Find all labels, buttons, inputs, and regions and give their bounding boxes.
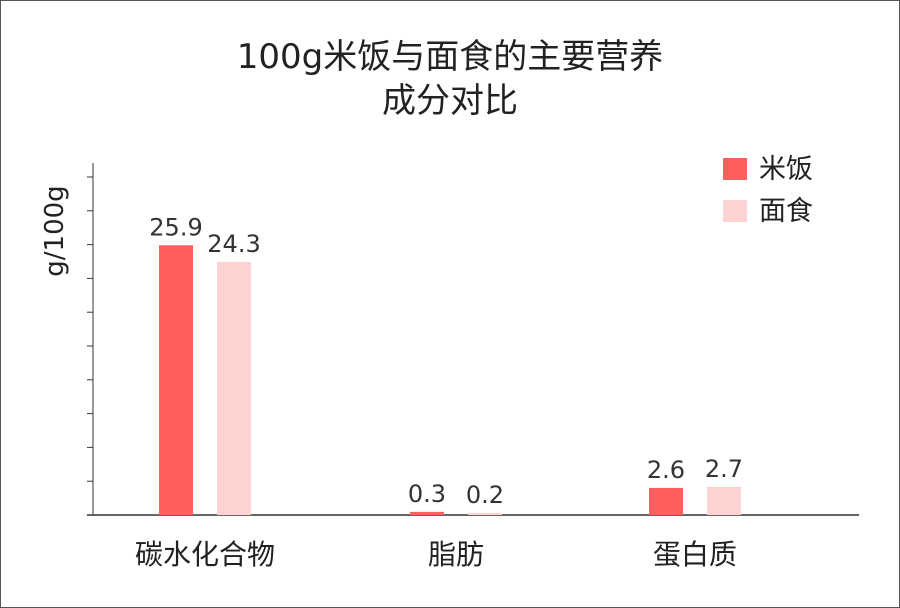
x-tick-label-0: 碳水化合物 (135, 538, 275, 571)
legend-swatch-1 (723, 200, 747, 222)
bar-rice-0 (159, 245, 193, 515)
bar-noodle-2 (707, 486, 741, 515)
data-label-noodle-2: 2.7 (705, 455, 743, 483)
legend-swatch-0 (723, 158, 747, 180)
bar-noodle-0 (217, 261, 251, 515)
bar-rice-1 (410, 511, 444, 515)
x-tick-label-1: 脂肪 (428, 538, 484, 571)
data-label-rice-1: 0.3 (408, 480, 446, 508)
data-label-rice-0: 25.9 (149, 213, 202, 241)
chart-title: 100g米饭与面食的主要营养 成分对比 (1, 35, 899, 123)
data-label-rice-2: 2.6 (647, 456, 685, 484)
data-label-noodle-1: 0.2 (466, 481, 504, 509)
chart-title-line-1: 100g米饭与面食的主要营养 (236, 37, 664, 77)
bar-rice-2 (649, 487, 683, 515)
legend-label-0: 米饭 (759, 154, 813, 185)
chart-title-line-2: 成分对比 (382, 81, 518, 121)
legend-label-1: 面食 (759, 196, 813, 227)
bar-noodle-1 (468, 512, 502, 515)
x-tick-label-2: 蛋白质 (653, 538, 737, 571)
data-label-noodle-0: 24.3 (207, 230, 260, 258)
